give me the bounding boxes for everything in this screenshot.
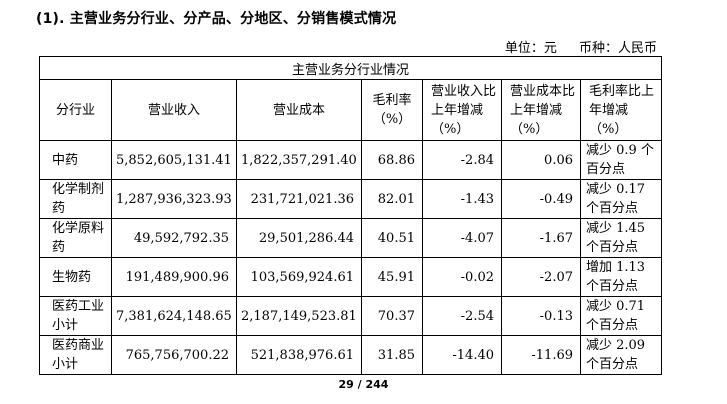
- cell-margin: 40.51: [361, 218, 423, 258]
- table-row: 化学制剂药 1,287,936,323.93 231,721,021.36 82…: [39, 179, 663, 219]
- currency-label: 币种：人民币: [578, 41, 657, 56]
- segment-table: 主营业务分行业情况 分行业 营业收入 营业成本 毛利率（%） 营业收入比上年增减…: [38, 56, 663, 375]
- cell-cost-change: -11.69: [501, 335, 581, 375]
- cell-revenue-change: -0.02: [422, 257, 502, 297]
- header-revenue-change: 营业收入比上年增减（%）: [422, 79, 502, 141]
- unit-label: 单位：元: [504, 41, 557, 56]
- page-number: 29 / 244: [338, 378, 389, 391]
- cell-cost: 1,822,357,291.40: [236, 140, 362, 180]
- cell-margin: 82.01: [361, 179, 423, 219]
- header-segment: 分行业: [39, 79, 112, 141]
- cell-margin-change: 减少 1.45 个百分点: [579, 218, 663, 258]
- cell-margin: 70.37: [361, 296, 423, 336]
- cell-cost: 2,187,149,523.81: [236, 296, 362, 336]
- cell-cost-change: -0.13: [501, 296, 581, 336]
- cell-revenue-change: -2.84: [422, 140, 502, 180]
- table-row: 医药商业小计 765,756,700.22 521,838,976.61 31.…: [39, 335, 663, 375]
- cell-revenue-change: -14.40: [422, 335, 502, 375]
- cell-revenue-change: -1.43: [422, 179, 502, 219]
- cell-segment: 医药商业小计: [39, 335, 112, 375]
- cell-margin-change: 增加 1.13 个百分点: [579, 257, 663, 297]
- cell-revenue: 1,287,936,323.93: [111, 179, 237, 219]
- cell-margin-change: 减少 0.17 个百分点: [579, 179, 663, 219]
- cell-segment: 化学原料药: [39, 218, 112, 258]
- cell-segment: 化学制剂药: [39, 179, 112, 219]
- cell-cost: 521,838,976.61: [236, 335, 362, 375]
- cell-cost-change: 0.06: [501, 140, 581, 180]
- header-gross-margin: 毛利率（%）: [361, 79, 423, 141]
- cell-margin: 68.86: [361, 140, 423, 180]
- cell-cost-change: -1.67: [501, 218, 581, 258]
- header-cost: 营业成本: [236, 79, 362, 141]
- table-row: 化学原料药 49,592,792.35 29,501,286.44 40.51 …: [39, 218, 663, 258]
- cell-revenue-change: -2.54: [422, 296, 502, 336]
- cell-revenue: 765,756,700.22: [111, 335, 237, 375]
- unit-line: 单位：元 币种：人民币: [493, 37, 657, 56]
- cell-margin: 31.85: [361, 335, 423, 375]
- cell-margin: 45.91: [361, 257, 423, 297]
- table-caption: 主营业务分行业情况: [38, 56, 663, 80]
- cell-revenue: 5,852,605,131.41: [111, 140, 237, 180]
- header-cost-change: 营业成本比上年增减（%）: [501, 79, 581, 141]
- cell-cost: 231,721,021.36: [236, 179, 362, 219]
- table-row: 生物药 191,489,900.96 103,569,924.61 45.91 …: [39, 257, 663, 297]
- header-margin-change: 毛利率比上年增减（%）: [579, 79, 663, 141]
- cell-segment: 生物药: [39, 257, 112, 297]
- cell-margin-change: 减少 2.09 个百分点: [579, 335, 663, 375]
- table-row: 中药 5,852,605,131.41 1,822,357,291.40 68.…: [39, 140, 663, 180]
- section-title: (1). 主营业务分行业、分产品、分地区、分销售模式情况: [36, 11, 397, 27]
- cell-revenue: 49,592,792.35: [111, 218, 237, 258]
- cell-cost: 103,569,924.61: [236, 257, 362, 297]
- header-revenue: 营业收入: [111, 79, 237, 141]
- cell-segment: 中药: [39, 140, 112, 180]
- cell-segment: 医药工业小计: [39, 296, 112, 336]
- cell-cost-change: -0.49: [501, 179, 581, 219]
- table-row: 医药工业小计 7,381,624,148.65 2,187,149,523.81…: [39, 296, 663, 336]
- cell-cost-change: -2.07: [501, 257, 581, 297]
- cell-revenue: 191,489,900.96: [111, 257, 237, 297]
- cell-cost: 29,501,286.44: [236, 218, 362, 258]
- cell-revenue: 7,381,624,148.65: [111, 296, 237, 336]
- cell-margin-change: 减少 0.9 个百分点: [579, 140, 663, 180]
- cell-margin-change: 减少 0.71 个百分点: [579, 296, 663, 336]
- cell-revenue-change: -4.07: [422, 218, 502, 258]
